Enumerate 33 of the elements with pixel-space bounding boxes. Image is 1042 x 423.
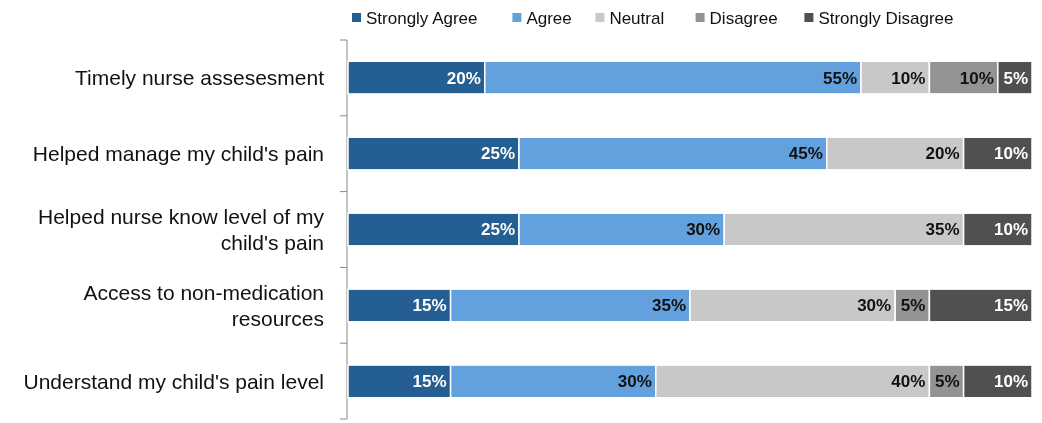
y-tick-label: Helped manage my child's pain bbox=[32, 141, 324, 165]
data-label: 55% bbox=[822, 68, 857, 88]
data-label: 5% bbox=[935, 372, 960, 392]
legend-label: Strongly Disagree bbox=[818, 8, 954, 28]
data-label: 10% bbox=[993, 144, 1028, 164]
y-tick-label: Helped nurse know level of my child's pain bbox=[38, 204, 325, 254]
data-label: 40% bbox=[891, 372, 926, 392]
legend-label: Neutral bbox=[609, 8, 665, 28]
data-label: 35% bbox=[651, 296, 686, 316]
data-label: 10% bbox=[993, 220, 1028, 240]
data-label: 30% bbox=[857, 296, 892, 316]
y-tick-label: Timely nurse assesesment bbox=[75, 65, 325, 89]
data-label: 10% bbox=[993, 372, 1028, 392]
data-label: 15% bbox=[412, 296, 447, 316]
data-label: 5% bbox=[900, 296, 926, 316]
data-label: 30% bbox=[617, 372, 652, 392]
data-label: 10% bbox=[891, 68, 926, 88]
y-tick-label: Understand my child's pain level bbox=[23, 369, 324, 393]
data-label: 15% bbox=[412, 372, 447, 392]
legend-label: Disagree bbox=[709, 8, 778, 28]
legend-label: Agree bbox=[526, 8, 572, 28]
data-label: 35% bbox=[925, 220, 960, 240]
data-label: 25% bbox=[480, 220, 515, 240]
data-label: 45% bbox=[788, 144, 823, 164]
data-label: 10% bbox=[959, 68, 994, 88]
data-label: 15% bbox=[993, 296, 1028, 316]
data-label: 25% bbox=[480, 144, 515, 164]
data-label: 20% bbox=[446, 68, 481, 88]
data-label: 5% bbox=[1003, 68, 1028, 88]
data-label: 20% bbox=[925, 144, 960, 164]
legend-label: Strongly Agree bbox=[366, 8, 478, 28]
y-tick-label: Access to non-medication resources bbox=[83, 280, 324, 330]
data-label: 30% bbox=[686, 220, 721, 240]
